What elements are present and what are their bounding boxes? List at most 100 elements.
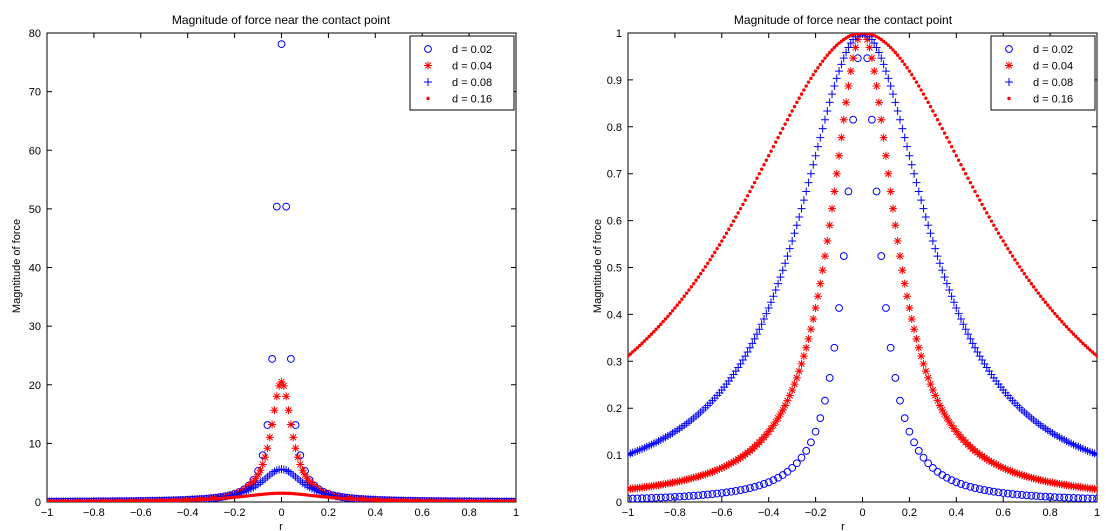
data-point: [968, 339, 977, 348]
data-point: [1017, 265, 1022, 269]
data-point: [917, 352, 926, 361]
data-point: [858, 33, 867, 37]
data-point: [928, 386, 937, 395]
data-point: [633, 348, 637, 352]
y-tick-label: 0.8: [607, 122, 622, 134]
data-point: [640, 341, 644, 346]
data-point: [717, 463, 726, 472]
data-point: [1057, 317, 1062, 321]
data-point: [806, 325, 815, 334]
data-point: [1069, 494, 1078, 502]
data-point: [956, 158, 961, 162]
data-point: [816, 133, 825, 142]
data-point: [865, 43, 874, 52]
data-point: [1010, 254, 1015, 258]
data-point: [905, 303, 914, 312]
data-point: [1076, 337, 1080, 341]
data-point: [1003, 465, 1012, 474]
data-point: [771, 286, 780, 295]
data-point: [701, 268, 705, 272]
data-point: [722, 235, 726, 239]
data-point: [907, 314, 916, 323]
data-point: [781, 126, 785, 131]
y-tick-label: 0.1: [607, 450, 622, 462]
data-point: [795, 367, 804, 376]
data-point: [888, 204, 897, 213]
data-point: [1013, 257, 1017, 262]
data-point: [975, 194, 980, 198]
data-point: [809, 160, 818, 169]
data-point: [724, 460, 733, 469]
data-point: [652, 493, 661, 502]
data-point: [949, 424, 958, 433]
data-point: [792, 459, 801, 468]
data-point: [832, 169, 841, 178]
data-point: [1029, 281, 1034, 286]
data-point: [1015, 470, 1024, 479]
data-point: [928, 237, 937, 246]
data-point: [713, 489, 722, 498]
data-point: [776, 273, 785, 282]
x-tick-label: −1: [622, 507, 635, 519]
data-point: [731, 219, 736, 223]
data-point: [898, 266, 907, 275]
data-point: [987, 215, 991, 219]
data-point: [872, 43, 881, 52]
data-point: [673, 477, 682, 486]
data-point: [691, 281, 696, 286]
data-point: [879, 37, 883, 42]
data-point: [788, 464, 797, 472]
data-point: [813, 292, 822, 301]
x-tick-label: −0.4: [758, 507, 780, 519]
data-point: [293, 453, 302, 462]
chart-right-ylabel: Magntitude of force: [592, 219, 604, 313]
data-point: [687, 288, 691, 292]
data-point: [774, 279, 783, 288]
data-point: [752, 180, 757, 185]
data-point: [891, 98, 900, 107]
data-point: [275, 381, 284, 390]
data-point: [874, 48, 883, 57]
data-point: [708, 467, 717, 476]
data-point: [807, 438, 815, 447]
data-point: [888, 90, 897, 99]
data-point: [985, 456, 994, 465]
data-point: [750, 185, 754, 189]
data-point: [935, 117, 940, 122]
data-point: [277, 491, 281, 495]
data-point: [254, 470, 263, 479]
data-point: [989, 219, 994, 223]
data-point: [919, 204, 928, 213]
data-point: [682, 294, 686, 298]
legend-label: d = 0.02: [1033, 44, 1073, 56]
data-point: [670, 309, 675, 313]
data-point: [282, 392, 291, 401]
data-point: [811, 427, 820, 436]
data-point: [675, 477, 684, 486]
data-point: [706, 468, 715, 477]
data-point: [284, 406, 293, 415]
data-point: [884, 169, 893, 178]
data-point: [762, 309, 771, 318]
data-point: [935, 401, 944, 410]
data-point: [924, 459, 933, 468]
data-point: [703, 490, 712, 499]
data-point: [781, 401, 790, 410]
data-point: [823, 106, 832, 115]
data-point: [912, 334, 921, 343]
data-point: [790, 380, 799, 389]
data-point: [1050, 493, 1059, 502]
data-point: [792, 221, 801, 230]
data-point: [1055, 314, 1059, 318]
data-point: [994, 488, 1003, 497]
data-point: [999, 489, 1008, 497]
data-point: [921, 92, 926, 96]
data-point: [750, 482, 759, 491]
data-point: [755, 176, 759, 180]
legend-label: d = 0.08: [1033, 77, 1073, 89]
data-point: [748, 339, 757, 348]
data-point: [687, 474, 696, 483]
data-point: [882, 304, 890, 312]
data-point: [996, 231, 1001, 235]
data-point: [835, 67, 844, 76]
